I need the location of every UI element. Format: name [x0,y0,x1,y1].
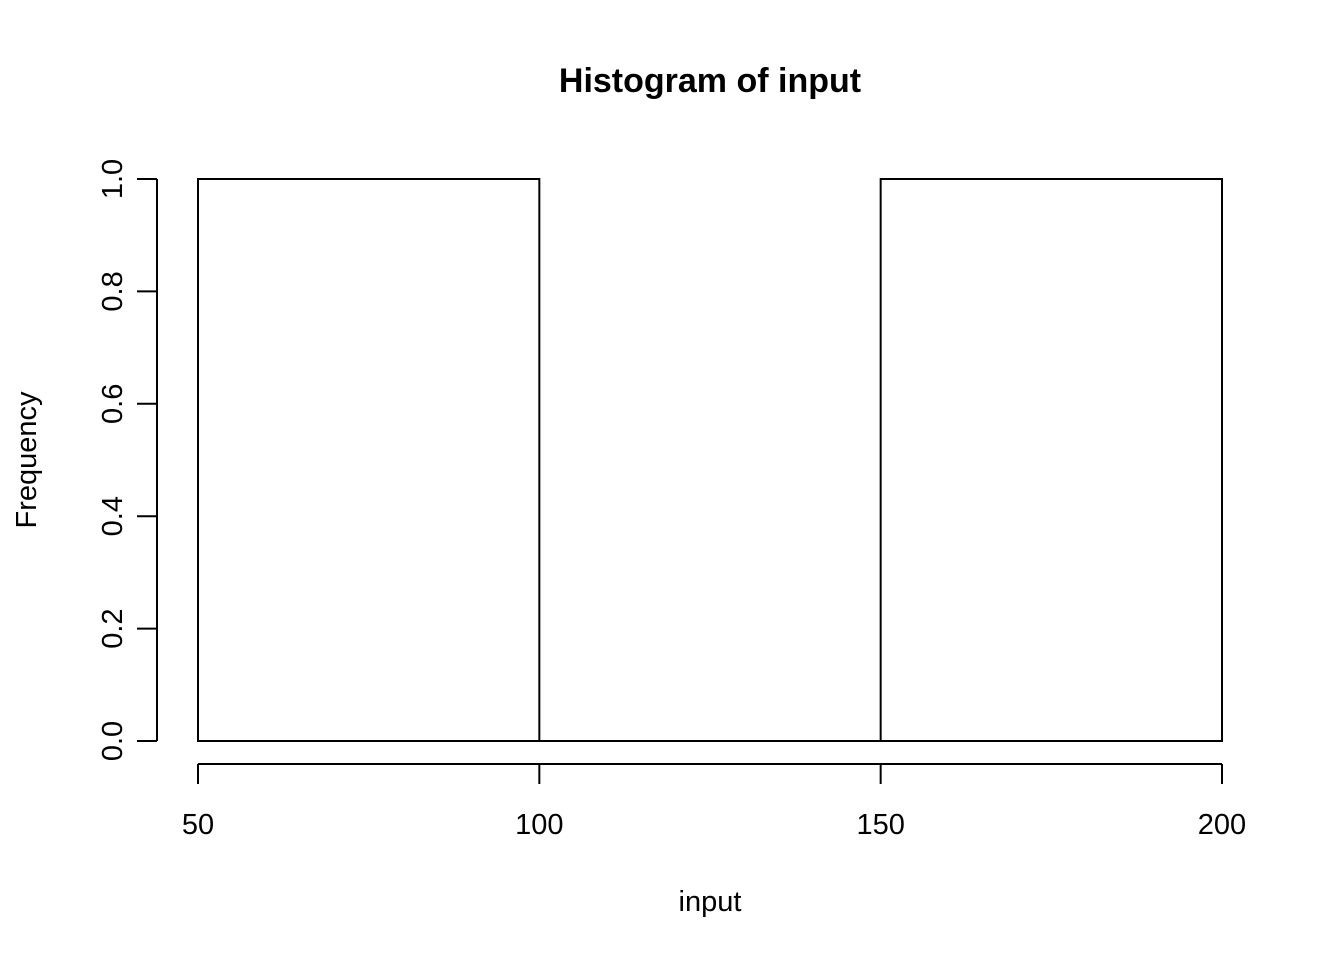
chart-title: Histogram of input [559,62,861,100]
x-axis: 50 100 150 200 [182,763,1246,841]
x-tick-label: 50 [182,809,214,841]
y-axis-label: Frequency [11,391,43,529]
x-axis-label: input [679,886,742,918]
y-tick-label: 0.2 [97,608,129,648]
y-tick-label: 0.8 [97,271,129,311]
y-tick-label: 0.4 [97,496,129,536]
y-axis: 0.0 0.2 0.4 0.6 0.8 1.0 [97,159,158,761]
x-tick-label: 100 [515,809,563,841]
y-tick-label: 1.0 [97,159,129,199]
histogram-bar [197,178,541,742]
x-tick-label: 150 [856,809,904,841]
y-tick-label: 0.0 [97,721,129,761]
bars-group [197,178,1224,742]
y-tick-label: 0.6 [97,384,129,424]
histogram-bar [879,178,1224,742]
x-tick-label: 200 [1198,809,1246,841]
